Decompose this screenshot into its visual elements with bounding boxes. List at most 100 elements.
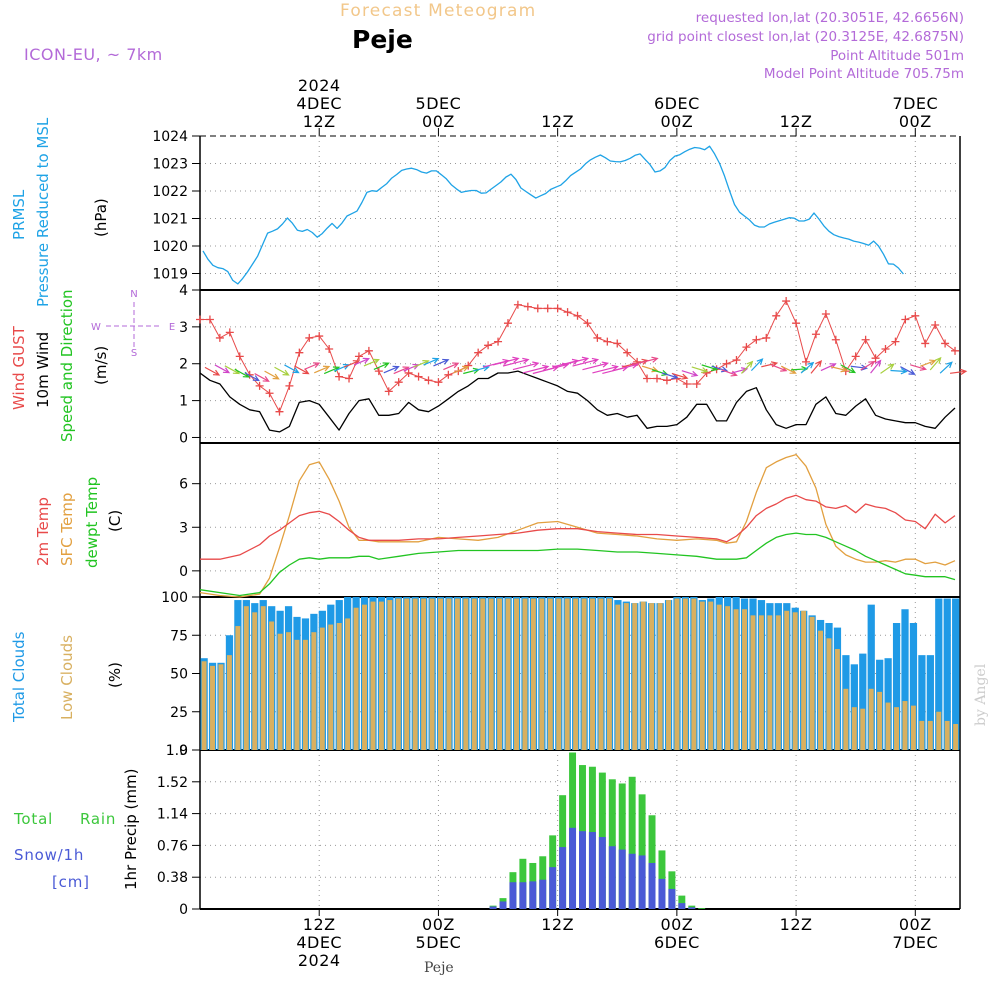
clouds-panel	[200, 597, 960, 750]
low-cloud-bar	[378, 601, 384, 750]
temp-2m-line	[200, 494, 956, 560]
low-cloud-bar	[311, 632, 317, 750]
gust-marker	[742, 343, 751, 352]
wind-direction-arrow	[711, 365, 729, 373]
pressure-label-unit: (hPa)	[92, 198, 110, 237]
wind-direction-arrow	[373, 362, 390, 371]
gust-marker	[931, 321, 940, 330]
y-tick-label: 0.76	[157, 838, 188, 854]
total-cloud-bar	[918, 655, 926, 750]
low-cloud-bar	[809, 616, 815, 750]
low-cloud-bar	[843, 688, 849, 750]
low-cloud-bar	[345, 618, 351, 750]
gust-marker	[384, 387, 393, 396]
time-label-bottom: 12Z	[780, 915, 813, 934]
model-label: ICON-EU, ~ 7km	[24, 45, 163, 64]
gust-marker	[643, 374, 652, 383]
rain-bar	[628, 776, 636, 909]
wind-direction-arrow	[304, 362, 321, 370]
wind-direction-arrow	[492, 356, 520, 366]
wind-direction-arrow	[681, 370, 699, 377]
low-cloud-bar	[742, 609, 747, 750]
low-cloud-bar	[691, 598, 697, 750]
gust-marker	[523, 302, 532, 311]
time-label-bottom: 6DEC	[654, 933, 700, 952]
gust-marker	[722, 359, 731, 368]
y-tick-label: 1.9	[166, 743, 188, 759]
gust-marker	[851, 352, 860, 361]
low-cloud-bar	[868, 688, 874, 750]
y-tick-label: 1019	[152, 267, 188, 283]
gust-marker	[891, 337, 900, 346]
sfc-temp-line	[199, 453, 956, 598]
low-cloud-bar	[446, 598, 452, 750]
low-cloud-bar	[514, 598, 519, 750]
y-tick-label: 50	[170, 667, 188, 683]
precip-label-rain: Rain	[80, 810, 116, 828]
gust-marker	[752, 335, 761, 344]
gust-marker	[692, 380, 701, 389]
time-label-top: 00Z	[899, 112, 932, 131]
low-cloud-bar	[328, 624, 334, 750]
low-cloud-bar	[573, 598, 579, 750]
y-tick-label: 0	[179, 902, 188, 918]
snow-bar	[519, 882, 527, 909]
y-tick-label: 0.38	[157, 870, 188, 886]
wind-direction-arrow	[840, 364, 857, 374]
total-cloud-bar	[935, 598, 943, 750]
gust-marker	[871, 354, 880, 363]
grid-point-coords: grid point closest lon,lat (20.3125E, 42…	[647, 29, 964, 45]
wind-direction-arrow	[502, 357, 530, 367]
rain-bar	[698, 908, 706, 909]
low-cloud-bar	[243, 606, 249, 750]
snow-bar	[569, 827, 577, 909]
low-cloud-bar	[615, 604, 621, 750]
time-label-top: 2024	[298, 76, 341, 95]
low-cloud-bar	[235, 626, 241, 750]
gust-marker	[881, 344, 890, 353]
time-label-top: 6DEC	[654, 94, 700, 113]
temp-label-unit: (C)	[106, 510, 124, 532]
wind-direction-arrow	[900, 366, 916, 375]
snow-bar	[549, 867, 557, 909]
gust-marker	[404, 368, 413, 377]
low-cloud-bar	[792, 612, 798, 750]
gust-marker	[772, 311, 781, 320]
total-cloud-bar	[901, 609, 909, 750]
wind-direction-arrow	[860, 360, 876, 371]
snow-bar	[509, 882, 517, 909]
low-cloud-bar	[851, 707, 857, 750]
gust-marker	[682, 380, 691, 389]
low-cloud-bar	[269, 621, 275, 750]
wind-direction-arrow	[214, 364, 231, 374]
y-tick-label: 1021	[152, 212, 188, 228]
low-cloud-bar	[438, 598, 443, 750]
low-cloud-bar	[370, 601, 376, 750]
low-cloud-bar	[649, 603, 655, 750]
low-cloud-bar	[547, 598, 553, 750]
low-cloud-bar	[505, 598, 511, 750]
clouds-label-low: Low Clouds	[58, 635, 76, 720]
dewpoint-line	[199, 532, 956, 597]
low-cloud-bar	[362, 604, 367, 750]
gust-marker	[553, 304, 562, 313]
precip-label-unit: 1hr Precip (mm)	[122, 769, 140, 890]
gust-marker	[811, 330, 820, 339]
low-cloud-bar	[387, 600, 393, 750]
low-cloud-bar	[539, 598, 545, 750]
point-altitude: Point Altitude 501m	[830, 48, 964, 64]
low-cloud-bar	[530, 598, 536, 750]
precipitation-panel	[489, 752, 706, 909]
time-label-top: 7DEC	[892, 94, 938, 113]
precip-label-total: Total	[13, 810, 53, 828]
rain-bar	[638, 794, 646, 909]
time-label-top: 00Z	[660, 112, 693, 131]
gust-marker	[255, 381, 264, 390]
snow-bar	[648, 862, 656, 909]
wind-direction-arrow	[920, 359, 937, 367]
low-cloud-bar	[590, 598, 595, 750]
gust-marker	[702, 368, 711, 377]
low-cloud-bar	[564, 598, 570, 750]
wind-speed-line	[199, 370, 956, 433]
